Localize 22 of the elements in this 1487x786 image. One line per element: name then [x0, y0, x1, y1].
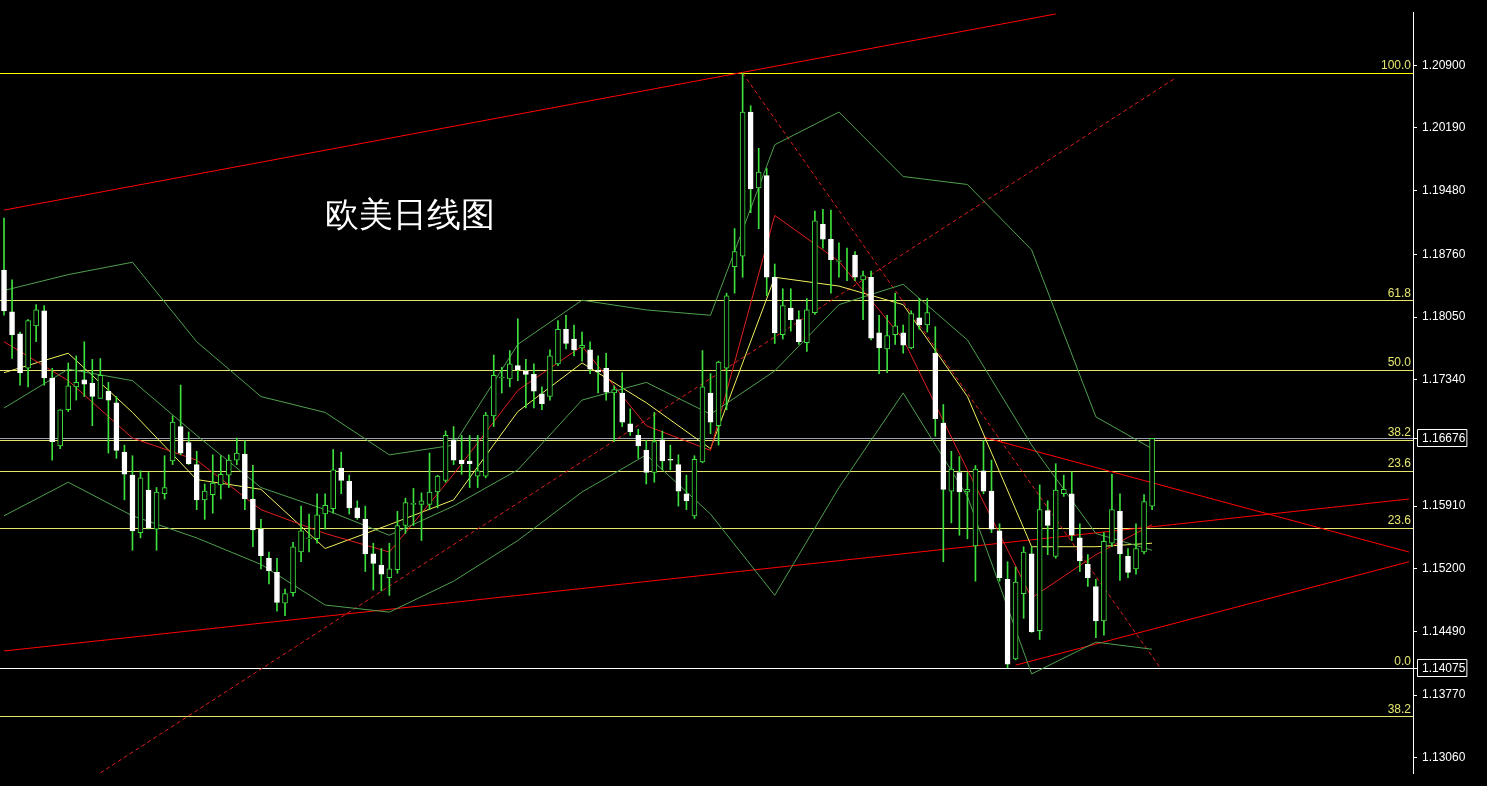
y-tick-label: 1.20190: [1422, 120, 1466, 135]
text: 欧美日线图: [324, 194, 495, 233]
y-tick-label: 1.13770: [1422, 687, 1466, 702]
y-tick-label: 1.17340: [1422, 372, 1466, 387]
annotation: 0.0: [1394, 653, 1412, 668]
annotation: 38.2: [1387, 425, 1412, 440]
y-tick-label: 1.14490: [1422, 623, 1466, 638]
y-tick-label: 1.18050: [1422, 309, 1466, 324]
y-tick-label: 1.15910: [1422, 498, 1466, 513]
annotation: 61.8: [1387, 285, 1412, 300]
annotation: 23.6: [1387, 456, 1412, 471]
y-tick-label: 1.15200: [1422, 561, 1466, 576]
y-tick-label: 1.14075: [1422, 660, 1466, 675]
y-tick-label: 1.16676: [1422, 430, 1466, 445]
y-tick-label: 1.20900: [1422, 57, 1466, 72]
annotation: 38.2: [1387, 701, 1412, 716]
y-tick-label: 1.18760: [1422, 246, 1466, 261]
annotation: 50.0: [1387, 355, 1412, 370]
annotation: 23.6: [1387, 513, 1412, 528]
annotation: 100.0: [1380, 58, 1412, 73]
y-tick-label: 1.19480: [1422, 182, 1466, 197]
y-tick-label: 1.13060: [1422, 750, 1466, 765]
